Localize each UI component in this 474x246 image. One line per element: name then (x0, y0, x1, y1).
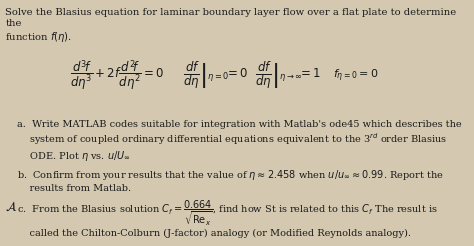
Text: a.  Write MATLAB codes suitable for integration with Matlab's ode45 which descri: a. Write MATLAB codes suitable for integ… (17, 120, 461, 163)
Text: $\left.\dfrac{df}{d\eta}\right|_{\eta=0}\!\!=0$: $\left.\dfrac{df}{d\eta}\right|_{\eta=0}… (183, 60, 248, 91)
Text: $\dfrac{d^3\!f}{d\eta^3}+2f\dfrac{d^2\!f}{d\eta^2}=0$: $\dfrac{d^3\!f}{d\eta^3}+2f\dfrac{d^2\!f… (70, 58, 164, 93)
Text: $\left.\dfrac{df}{d\eta}\right|_{\eta\to\infty}\!\!=1$: $\left.\dfrac{df}{d\eta}\right|_{\eta\to… (255, 60, 322, 91)
Text: Solve the Blasius equation for laminar boundary layer flow over a flat plate to : Solve the Blasius equation for laminar b… (5, 8, 456, 44)
Text: $\mathcal{A}$: $\mathcal{A}$ (5, 201, 18, 214)
Text: $f_{\eta=0}=0$: $f_{\eta=0}=0$ (333, 67, 379, 84)
Text: b.  Confirm from your results that the value of $\eta \approx 2.458$ when $u/u_\: b. Confirm from your results that the va… (17, 168, 443, 193)
Text: c.  From the Blasius solution $C_f = \dfrac{0.664}{\sqrt{\mathrm{Re}_x}}$, find : c. From the Blasius solution $C_f = \dfr… (17, 199, 438, 238)
